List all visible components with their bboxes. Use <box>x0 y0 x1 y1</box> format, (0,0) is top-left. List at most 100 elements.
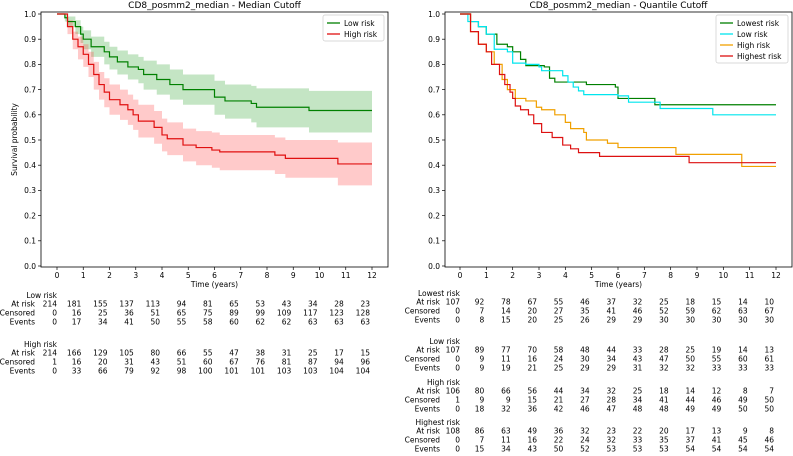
risk-cell-at-risk: 7 <box>769 387 774 396</box>
risk-cell-events: 0 <box>52 367 57 376</box>
x-tick-label: 11 <box>745 271 755 280</box>
risk-cell-censored: 34 <box>606 355 616 364</box>
y-tick-label: 0.9 <box>24 35 36 44</box>
risk-cell-at-risk: 15 <box>712 298 722 307</box>
risk-group-name: Highest risk <box>415 418 460 427</box>
risk-cell-censored: 43 <box>633 355 643 364</box>
risk-cell-events: 92 <box>150 367 160 376</box>
y-tick-label: 0.2 <box>428 211 440 220</box>
risk-group-name: Lowest risk <box>418 289 461 298</box>
risk-cell-at-risk: 8 <box>743 387 748 396</box>
risk-row-label: At risk <box>11 349 35 358</box>
risk-cell-censored: 15 <box>527 396 537 405</box>
risk-cell-censored: 0 <box>455 307 460 316</box>
risk-cell-censored: 33 <box>633 436 643 445</box>
risk-cell-at-risk: 106 <box>446 387 461 396</box>
y-axis-label: Survival probability <box>10 103 19 176</box>
risk-cell-censored: 34 <box>633 396 643 405</box>
x-tick-label: 8 <box>668 271 673 280</box>
axes-frame <box>444 11 793 268</box>
risk-cell-at-risk: 14 <box>738 346 748 355</box>
risk-cell-events: 0 <box>455 364 460 373</box>
risk-cell-censored: 43 <box>150 358 160 367</box>
risk-cell-events: 32 <box>685 364 695 373</box>
y-tick-label: 0.6 <box>428 111 440 120</box>
risk-cell-censored: 50 <box>764 396 774 405</box>
risk-cell-events: 103 <box>277 367 292 376</box>
y-tick-label: 0.4 <box>428 161 440 170</box>
risk-cell-censored: 51 <box>177 358 187 367</box>
risk-cell-at-risk: 137 <box>119 300 134 309</box>
risk-cell-censored: 25 <box>98 309 108 318</box>
y-tick-label: 0.3 <box>428 186 440 195</box>
risk-cell-censored: 22 <box>554 436 564 445</box>
risk-cell-events: 0 <box>455 445 460 453</box>
risk-cell-censored: 0 <box>455 355 460 364</box>
risk-cell-at-risk: 66 <box>501 387 511 396</box>
risk-cell-events: 18 <box>475 405 485 414</box>
risk-cell-events: 25 <box>554 364 564 373</box>
risk-row-label: Censored <box>0 358 35 367</box>
risk-cell-censored: 36 <box>124 309 134 318</box>
y-tick-label: 0.3 <box>24 186 36 195</box>
risk-cell-at-risk: 19 <box>712 346 722 355</box>
y-tick-label: 0.8 <box>24 60 36 69</box>
risk-cell-events: 30 <box>764 316 774 325</box>
risk-cell-censored: 20 <box>527 307 537 316</box>
risk-cell-censored: 87 <box>308 358 318 367</box>
x-tick-label: 3 <box>537 271 542 280</box>
risk-cell-events: 30 <box>659 316 669 325</box>
risk-cell-at-risk: 65 <box>229 300 239 309</box>
risk-cell-censored: 46 <box>712 396 722 405</box>
y-tick-label: 0.6 <box>24 111 36 120</box>
risk-cell-censored: 21 <box>554 396 564 405</box>
risk-cell-at-risk: 55 <box>203 349 213 358</box>
risk-cell-at-risk: 86 <box>475 427 485 436</box>
risk-cell-at-risk: 105 <box>119 349 134 358</box>
risk-group-name: High risk <box>24 340 58 349</box>
risk-cell-at-risk: 78 <box>501 298 511 307</box>
risk-cell-censored: 47 <box>659 355 669 364</box>
risk-cell-at-risk: 36 <box>554 427 564 436</box>
risk-row-label: Events <box>10 367 35 376</box>
risk-row-label: Events <box>415 405 440 414</box>
risk-cell-events: 15 <box>501 316 511 325</box>
risk-cell-censored: 123 <box>329 309 344 318</box>
risk-cell-censored: 1 <box>455 396 460 405</box>
risk-cell-at-risk: 44 <box>554 387 564 396</box>
y-tick-label: 0.0 <box>24 262 36 271</box>
x-tick-label: 6 <box>616 271 621 280</box>
risk-group-name: High risk <box>427 378 461 387</box>
risk-cell-events: 30 <box>685 316 695 325</box>
risk-cell-at-risk: 34 <box>308 300 318 309</box>
risk-cell-at-risk: 28 <box>334 300 344 309</box>
risk-cell-events: 50 <box>150 318 160 327</box>
risk-row-label: Events <box>415 445 440 453</box>
risk-cell-events: 62 <box>255 318 265 327</box>
risk-cell-censored: 9 <box>480 396 485 405</box>
risk-cell-events: 33 <box>738 364 748 373</box>
risk-cell-at-risk: 107 <box>446 346 461 355</box>
x-tick-label: 4 <box>160 271 165 280</box>
x-tick-label: 0 <box>458 271 463 280</box>
risk-cell-events: 25 <box>554 316 564 325</box>
risk-cell-censored: 24 <box>554 355 564 364</box>
y-tick-label: 0.4 <box>24 161 36 170</box>
risk-cell-censored: 32 <box>606 436 616 445</box>
risk-cell-at-risk: 214 <box>43 300 58 309</box>
x-tick-label: 10 <box>719 271 729 280</box>
risk-cell-events: 101 <box>224 367 239 376</box>
risk-cell-at-risk: 55 <box>554 298 564 307</box>
risk-cell-at-risk: 13 <box>712 427 722 436</box>
risk-cell-censored: 63 <box>738 307 748 316</box>
risk-cell-at-risk: 14 <box>738 298 748 307</box>
risk-cell-at-risk: 77 <box>501 346 511 355</box>
x-tick-label: 5 <box>186 271 191 280</box>
risk-cell-events: 52 <box>580 445 590 453</box>
risk-cell-at-risk: 17 <box>334 349 344 358</box>
risk-cell-at-risk: 113 <box>146 300 161 309</box>
risk-cell-events: 98 <box>177 367 187 376</box>
risk-cell-at-risk: 34 <box>580 387 590 396</box>
